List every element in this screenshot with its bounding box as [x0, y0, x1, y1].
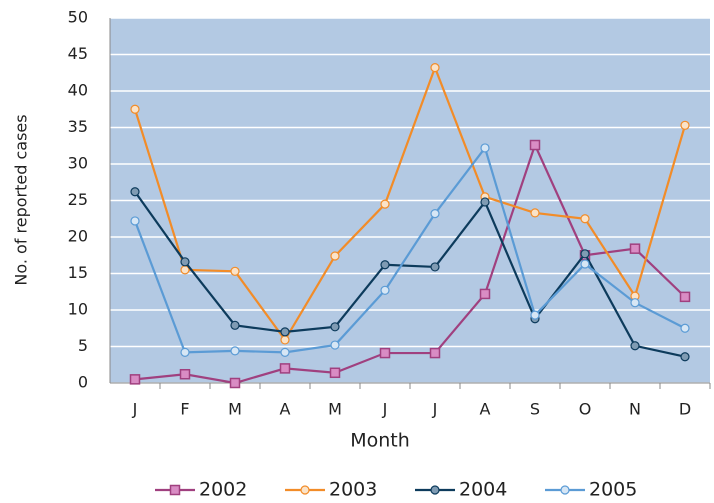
- x-tick-label: A: [480, 400, 491, 419]
- point: [280, 347, 290, 357]
- series: [130, 143, 690, 357]
- y-tick-label: 30: [68, 154, 88, 173]
- point: [169, 484, 181, 496]
- series-line: [134, 142, 686, 385]
- y-tick-label: 25: [68, 190, 88, 209]
- point: [180, 257, 190, 267]
- x-tick-label: A: [280, 400, 291, 419]
- point: [430, 485, 440, 495]
- point: [130, 216, 140, 226]
- x-tick-label: M: [328, 400, 342, 419]
- y-tick-label: 10: [68, 300, 88, 319]
- point: [230, 320, 240, 330]
- point: [580, 259, 590, 269]
- point: [530, 310, 540, 320]
- point: [329, 367, 341, 379]
- x-tick-label: J: [432, 400, 438, 419]
- point: [430, 262, 440, 272]
- point: [530, 208, 540, 218]
- point: [480, 143, 490, 153]
- point: [330, 322, 340, 332]
- point: [479, 288, 491, 300]
- legend-label: 2004: [459, 479, 507, 501]
- point: [680, 323, 690, 333]
- point: [380, 199, 390, 209]
- x-tick-label: S: [530, 400, 540, 419]
- y-tick-label: 50: [68, 8, 88, 27]
- y-tick-label: 5: [78, 336, 88, 355]
- x-tick-label: N: [629, 400, 641, 419]
- point: [379, 347, 391, 359]
- point: [129, 374, 141, 385]
- point: [430, 63, 440, 73]
- point: [529, 139, 541, 151]
- x-tick-label: F: [180, 400, 189, 419]
- x-tick-label: D: [679, 400, 691, 419]
- point: [230, 346, 240, 356]
- point: [279, 363, 291, 374]
- point: [480, 197, 490, 207]
- point: [679, 291, 691, 303]
- point: [180, 347, 190, 357]
- x-axis-label: Month: [350, 430, 410, 452]
- point: [300, 485, 310, 495]
- x-tick-label: J: [382, 400, 388, 419]
- legend-label: 2005: [589, 479, 637, 501]
- point: [380, 285, 390, 295]
- point: [230, 266, 240, 276]
- point: [680, 352, 690, 362]
- series: [129, 139, 691, 389]
- point: [380, 260, 390, 270]
- series-line: [133, 145, 686, 354]
- series-line: [133, 64, 687, 342]
- x-tick-label: J: [132, 400, 138, 419]
- point: [630, 298, 640, 308]
- point: [179, 368, 191, 380]
- x-tick-label: O: [579, 400, 592, 419]
- point: [330, 251, 340, 261]
- x-tick-label: M: [228, 400, 242, 419]
- point: [580, 214, 590, 224]
- point: [680, 120, 690, 130]
- point: [280, 335, 290, 345]
- point: [560, 485, 570, 495]
- point: [280, 327, 290, 337]
- legend-label: 2003: [329, 479, 377, 501]
- point: [130, 187, 140, 197]
- y-axis-label: No. of reported cases: [12, 114, 31, 285]
- y-tick-label: 0: [78, 373, 88, 392]
- point: [580, 249, 590, 259]
- series: [130, 63, 690, 345]
- point: [430, 209, 440, 219]
- y-tick-label: 15: [68, 263, 88, 282]
- y-tick-label: 20: [68, 227, 88, 246]
- y-tick-label: 35: [68, 117, 88, 136]
- point: [429, 347, 441, 359]
- y-tick-label: 40: [68, 81, 88, 100]
- point: [229, 377, 241, 389]
- point: [130, 104, 140, 114]
- point: [330, 340, 340, 350]
- y-tick-label: 45: [68, 44, 88, 63]
- point: [629, 243, 641, 254]
- legend-label: 2002: [199, 479, 247, 501]
- point: [630, 341, 640, 351]
